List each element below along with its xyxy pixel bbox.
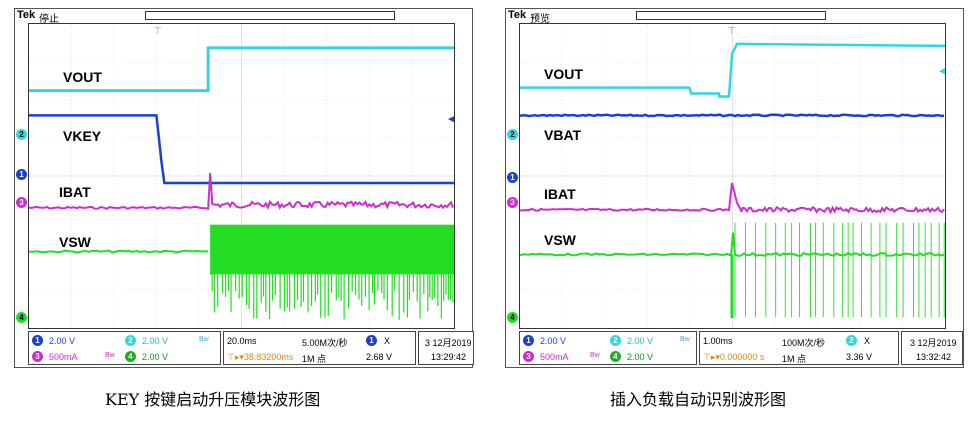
- waveform-plot: ⊤ ◀ VOUT VKEY IBAT VSW: [28, 23, 455, 329]
- sample-rate: 5.00M次/秒: [302, 338, 348, 348]
- vbat-trace: [520, 113, 945, 118]
- caption-right: 插入负载自动识别波形图: [610, 390, 787, 409]
- ibat-trace: [29, 172, 454, 211]
- timebase-box: 1.00ms ⊤▸▾0.000000 s 100M次/秒 1M 点 2 X 3.…: [699, 331, 899, 365]
- ch1-ground-marker[interactable]: 1: [16, 169, 27, 180]
- scope-readout-panel: 1 2.00 V 2 2.00 V Bw 3 500mA Bw 4 2.00 V…: [28, 331, 474, 365]
- ch1-scale: 2.00 V: [49, 336, 76, 346]
- acquisition-status: 预览: [530, 14, 550, 25]
- brand-logo: Tek: [17, 9, 36, 21]
- vsw-spikes: [211, 272, 454, 320]
- acquisition-status: 停止: [39, 14, 59, 25]
- ch1-scale: 2.00 V: [540, 336, 567, 346]
- trigger-position: ⊤▸▾38.83200ms: [227, 352, 294, 362]
- trigger-marker-icon: ⊤: [727, 26, 736, 37]
- trigger-level: 3.36 V: [846, 352, 873, 362]
- trigger-slope: X: [864, 336, 871, 346]
- vsw-trace: [520, 232, 945, 257]
- vsw-spikes: [734, 222, 945, 318]
- trigger-source-badge: 1: [366, 335, 377, 346]
- trace-label-vsw: VSW: [544, 232, 576, 248]
- ch3-ground-marker[interactable]: 3: [507, 197, 518, 208]
- timebase-value: 20.0ms: [227, 336, 257, 346]
- ch2-bw-mark: Bw: [199, 336, 209, 343]
- channel-scale-box: 1 2.00 V 2 2.00 V Bw 3 500mA Bw 4 2.00 V: [519, 331, 697, 365]
- record-length: 1M 点: [782, 354, 807, 364]
- vkey-trace: [29, 114, 454, 185]
- scope-top-bar: Tek 预览: [506, 9, 963, 25]
- vsw-trace-idle: [29, 249, 209, 254]
- trace-label-vout: VOUT: [544, 66, 583, 82]
- ch3-bw-mark: Bw: [105, 352, 115, 359]
- trigger-position: ⊤▸▾0.000000 s: [703, 352, 765, 362]
- timebase-value: 1.00ms: [703, 336, 733, 346]
- ch2-badge: 2: [125, 335, 136, 346]
- ch2-ground-marker[interactable]: 2: [507, 129, 518, 140]
- trigger-level: 2.68 V: [366, 352, 393, 362]
- ch4-ground-marker[interactable]: 4: [507, 312, 518, 323]
- ch4-scale: 2.00 V: [142, 352, 169, 362]
- ibat-trace: [520, 182, 945, 215]
- ch2-bw-mark: Bw: [680, 336, 690, 343]
- channel-scale-box: 1 2.00 V 2 2.00 V Bw 3 500mA Bw 4 2.00 V: [28, 331, 221, 365]
- trigger-level-icon: ◀: [448, 114, 454, 124]
- scope-top-bar: Tek 停止: [15, 9, 472, 25]
- time-value: 13:32:42: [916, 352, 952, 362]
- ch2-ground-marker[interactable]: 2: [16, 129, 27, 140]
- vout-trace: [29, 46, 454, 93]
- ch3-badge: 3: [32, 351, 43, 362]
- record-position-bar: [145, 11, 395, 20]
- timebase-box: 20.0ms ⊤▸▾38.83200ms 5.00M次/秒 1M 点 1 X 2…: [223, 331, 416, 365]
- ch3-badge: 3: [523, 351, 534, 362]
- ch2-scale: 2.00 V: [142, 336, 169, 346]
- datetime-box: 3 12月2019 13:32:42: [901, 331, 963, 365]
- trigger-marker-icon: ⊤: [153, 26, 162, 37]
- ch4-badge: 4: [125, 351, 136, 362]
- trigger-level-icon: ◀: [939, 67, 945, 77]
- ch1-ground-marker[interactable]: 1: [507, 172, 518, 183]
- ch2-badge: 2: [610, 335, 621, 346]
- waveform-plot: ⊤ ◀ VOUT VBAT IBAT VSW: [519, 23, 946, 329]
- ch3-scale: 500mA: [540, 352, 569, 362]
- trace-label-ibat: IBAT: [59, 184, 91, 200]
- datetime-box: 3 12月2019 13:29:42: [418, 331, 474, 365]
- time-value: 13:29:42: [431, 352, 467, 362]
- date-value: 3 12月2019: [425, 338, 472, 348]
- scope-screen-left: Tek 停止 ⊤ ◀ VOUT VKEY IBAT VSW 2 1 3 4 1 2…: [14, 8, 474, 368]
- trace-label-vsw: VSW: [59, 234, 91, 250]
- trigger-position-value: 38.83200ms: [243, 352, 294, 362]
- ch4-scale: 2.00 V: [627, 352, 654, 362]
- trace-label-vkey: VKEY: [63, 128, 102, 144]
- caption-left: KEY 按键启动升压模块波形图: [105, 390, 321, 409]
- trigger-source-badge: 2: [846, 335, 857, 346]
- scope-readout-panel: 1 2.00 V 2 2.00 V Bw 3 500mA Bw 4 2.00 V…: [519, 331, 963, 365]
- ch3-scale: 500mA: [49, 352, 78, 362]
- ch4-badge: 4: [610, 351, 621, 362]
- record-position-bar: [636, 11, 826, 20]
- vout-trace: [520, 42, 945, 98]
- ch1-badge: 1: [523, 335, 534, 346]
- trace-label-vout: VOUT: [63, 69, 102, 85]
- waveform-svg: ⊤◀: [29, 24, 454, 328]
- ch3-ground-marker[interactable]: 3: [16, 197, 27, 208]
- record-length: 1M 点: [302, 354, 327, 364]
- trace-label-vbat: VBAT: [544, 127, 582, 143]
- trigger-position-value: 0.000000 s: [719, 352, 765, 362]
- sample-rate: 100M次/秒: [782, 338, 826, 348]
- ch2-scale: 2.00 V: [627, 336, 654, 346]
- ch3-bw-mark: Bw: [590, 352, 600, 359]
- ch4-ground-marker[interactable]: 4: [16, 312, 27, 323]
- ch1-badge: 1: [32, 335, 43, 346]
- scope-screen-right: Tek 预览 ⊤ ◀ VOUT VBAT IBAT VSW 2 1 3 4 1 2…: [505, 8, 964, 368]
- trigger-slope: X: [384, 336, 391, 346]
- date-value: 3 12月2019: [910, 338, 957, 348]
- waveform-svg: ⊤◀: [520, 24, 945, 328]
- trace-label-ibat: IBAT: [544, 186, 576, 202]
- vsw-switching-band: [210, 224, 454, 275]
- brand-logo: Tek: [508, 9, 527, 21]
